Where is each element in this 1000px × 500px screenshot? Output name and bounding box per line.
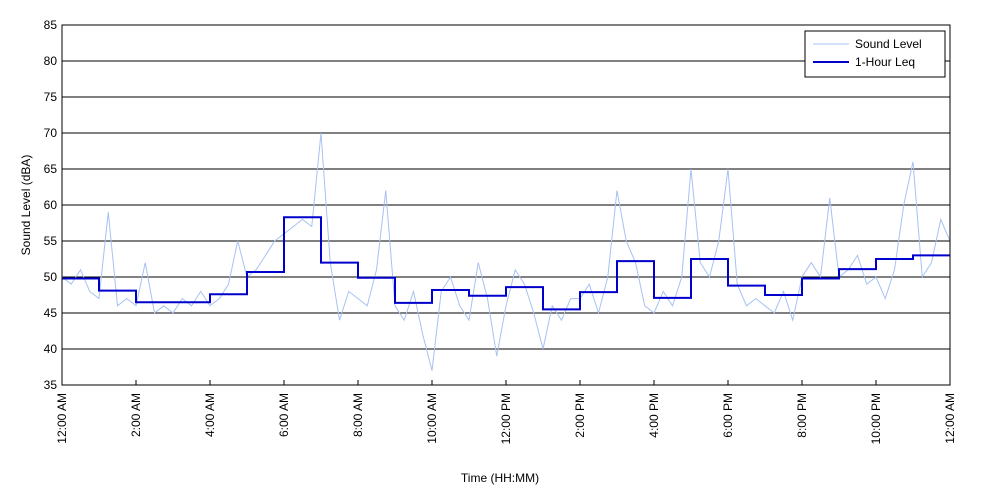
x-axis-label: Time (HH:MM) — [461, 471, 539, 485]
y-tick-label: 60 — [44, 198, 58, 212]
x-tick-label: 4:00 PM — [647, 393, 661, 438]
y-tick-label: 50 — [44, 270, 58, 284]
x-tick-label: 2:00 AM — [129, 393, 143, 437]
legend-label: Sound Level — [855, 37, 922, 51]
y-tick-label: 65 — [44, 162, 58, 176]
x-tick-label: 12:00 AM — [943, 393, 957, 444]
y-tick-label: 75 — [44, 90, 58, 104]
x-tick-label: 12:00 AM — [55, 393, 69, 444]
x-tick-label: 4:00 AM — [203, 393, 217, 437]
series-line — [61, 132, 951, 371]
series-line — [62, 216, 950, 311]
x-tick-label: 10:00 PM — [869, 393, 883, 444]
y-tick-label: 45 — [44, 306, 58, 320]
x-tick-label: 6:00 PM — [721, 393, 735, 438]
x-tick-label: 2:00 PM — [573, 393, 587, 438]
y-tick-label: 35 — [44, 378, 58, 392]
plot-frame — [61, 24, 951, 386]
y-tick-label: 40 — [44, 342, 58, 356]
y-tick-label: 80 — [44, 54, 58, 68]
x-tick-label: 6:00 AM — [277, 393, 291, 437]
legend-box — [804, 30, 946, 78]
x-tick-label: 10:00 AM — [425, 393, 439, 444]
legend-label: 1-Hour Leq — [855, 55, 915, 69]
x-tick-label: 8:00 AM — [351, 393, 365, 437]
y-tick-label: 70 — [44, 126, 58, 140]
y-tick-label: 55 — [44, 234, 58, 248]
y-tick-label: 85 — [44, 18, 58, 32]
y-axis-label: Sound Level (dBA) — [19, 155, 33, 256]
x-tick-label: 8:00 PM — [795, 393, 809, 438]
x-tick-label: 12:00 PM — [499, 393, 513, 444]
